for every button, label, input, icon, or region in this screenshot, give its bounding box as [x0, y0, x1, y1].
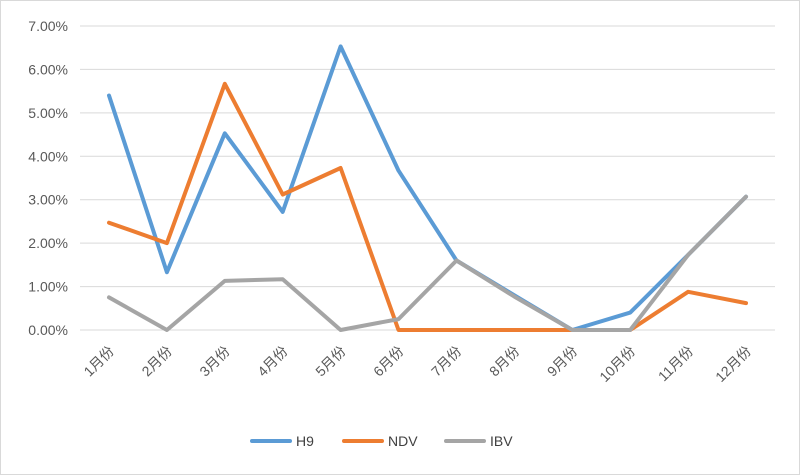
- x-tick-label: 8月份: [486, 343, 523, 380]
- series-line-ibv: [107, 194, 748, 332]
- series-lines: [107, 44, 748, 332]
- series-line-h9: [107, 44, 748, 332]
- y-tick-label: 6.00%: [28, 61, 68, 77]
- x-tick-label: 1月份: [80, 343, 117, 380]
- legend-item-h9: H9: [250, 433, 314, 449]
- y-tick-label: 3.00%: [28, 192, 68, 208]
- legend-label: H9: [296, 433, 314, 449]
- x-tick-label: 7月份: [428, 343, 465, 380]
- x-axis-tick-labels: 1月份 2月份 3月份 4月份 5月份 6月份 7月份 8月份 9月份 10月份 11月份 12月份: [80, 343, 754, 385]
- y-axis-tick-labels: 0.00% 1.00% 2.00% 3.00% 4.00% 5.00% 6.00% 7.00%: [28, 18, 68, 338]
- y-tick-label: 5.00%: [28, 105, 68, 121]
- legend-item-ibv: IBV: [444, 433, 513, 449]
- legend-label: NDV: [388, 433, 418, 449]
- x-tick-label: 11月份: [655, 343, 696, 384]
- legend-label: IBV: [490, 433, 513, 449]
- gridlines: [80, 25, 775, 331]
- y-tick-label: 1.00%: [28, 279, 68, 295]
- series-line-ndv: [107, 81, 748, 332]
- y-tick-label: 7.00%: [28, 18, 68, 34]
- y-tick-label: 2.00%: [28, 235, 68, 251]
- x-tick-label: 6月份: [370, 343, 407, 380]
- x-tick-label: 4月份: [254, 343, 291, 380]
- legend: H9 NDV IBV: [250, 433, 513, 449]
- y-tick-label: 4.00%: [28, 148, 68, 164]
- x-tick-label: 3月份: [196, 343, 233, 380]
- x-tick-label: 5月份: [312, 343, 349, 380]
- x-tick-label: 9月份: [544, 343, 581, 380]
- x-tick-label: 2月份: [138, 343, 175, 380]
- x-tick-label: 12月份: [712, 343, 754, 385]
- y-tick-label: 0.00%: [28, 322, 68, 338]
- x-tick-label: 10月份: [596, 343, 638, 385]
- legend-item-ndv: NDV: [342, 433, 418, 449]
